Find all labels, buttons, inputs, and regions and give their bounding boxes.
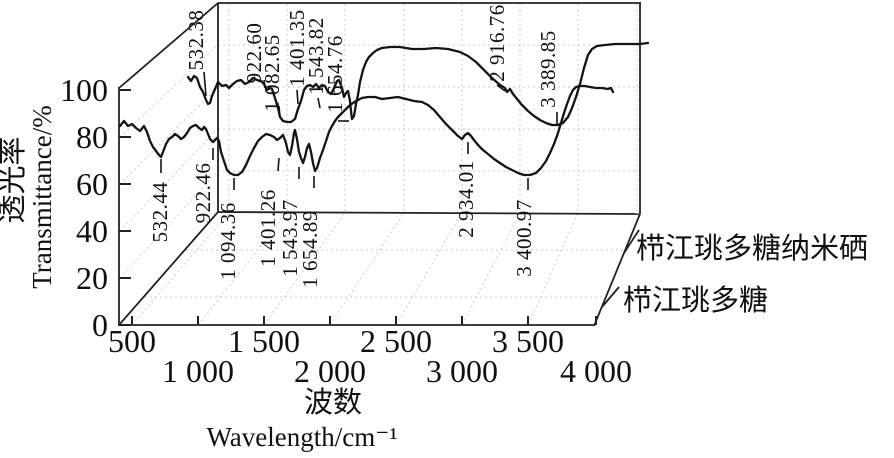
peak-label: 2 916.76: [485, 4, 509, 82]
y-tick-label: 20: [76, 260, 108, 296]
peak-label: 1 543.97: [278, 199, 302, 277]
x-tick-label: 2 000: [294, 353, 366, 389]
grid-line: [461, 212, 521, 326]
series-label: 栉江珧多糖: [623, 284, 768, 317]
y-tick-label: 0: [92, 307, 108, 343]
peak-label: 532.38: [184, 10, 208, 71]
peak-label: 1 401.35: [285, 9, 309, 87]
peak-label: 3 389.85: [536, 30, 560, 108]
y-axis-title-zh: 透光率: [0, 136, 29, 223]
x-tick-label: 4 000: [560, 353, 632, 389]
x-axis-title-en: Wavelength/cm⁻¹: [206, 422, 397, 452]
spectrum-curve-栉江珧多糖纳米硒: [186, 41, 650, 127]
x-axis-title-zh: 波数: [304, 386, 362, 419]
peak-label: 3 400.97: [512, 199, 536, 277]
x-tick-label: 500: [108, 323, 156, 359]
grid-line: [395, 212, 463, 326]
peak-annotations: 532.44 922.461 094.36 1 401.261 543.971 65…: [148, 4, 560, 288]
depth-edge-top-left: [118, 2, 219, 89]
y-axis-title-en: Transmittance/%: [27, 105, 57, 288]
z-axis-line: [593, 213, 641, 327]
peak-label: 1 401.26: [256, 189, 280, 267]
peak-label: 1 654.76: [323, 35, 347, 113]
y-tick-label: 80: [76, 119, 108, 155]
peak-leader: [203, 71, 207, 97]
y-tick-label: 40: [76, 213, 108, 249]
grid-line: [527, 212, 579, 326]
grid-line: [119, 128, 219, 232]
x-tick-label: 3 500: [492, 323, 564, 359]
z-tick-series-2: [623, 229, 640, 254]
peak-label: 922.46: [191, 163, 215, 224]
back-panel-bottom-edge: [217, 211, 641, 215]
y-tick-label: 60: [76, 166, 108, 202]
peak-leader: [496, 84, 506, 92]
peak-label: 1 094.36: [216, 202, 240, 280]
peak-leader: [296, 89, 299, 105]
peak-leader: [278, 105, 281, 118]
spectra-curves: [118, 41, 650, 177]
peak-label: 532.44: [148, 182, 172, 243]
peak-leader: [317, 97, 321, 109]
x-tick-label: 2 500: [360, 323, 432, 359]
peak-label: 1 082.65: [260, 34, 284, 112]
x-tick-label: 3 000: [426, 353, 498, 389]
x-tick-label: 1 000: [162, 353, 234, 389]
peak-label: 1 654.89: [298, 210, 322, 288]
spectrum-curve-栉江珧多糖: [118, 84, 615, 177]
grid-line: [197, 212, 288, 326]
grid-lines: [119, 4, 640, 326]
grid-line: [119, 170, 219, 279]
peak-leader: [263, 79, 266, 89]
grid-line: [263, 212, 346, 326]
grid-line: [329, 212, 405, 326]
x-tick-label: 1 500: [228, 323, 300, 359]
series-label: 栉江珧多糖纳米硒: [636, 232, 868, 265]
depth-edge-bottom-left: [118, 211, 219, 326]
peak-label: 2 934.01: [454, 160, 478, 238]
peak-leader: [277, 157, 280, 172]
peak-label: 922.60: [242, 23, 266, 84]
axis-titles: 透光率 Transmittance/% 波数 Wavelength/cm⁻¹: [0, 105, 398, 452]
grid-line: [131, 212, 230, 326]
peak-label: 1 543.82: [304, 17, 328, 95]
y-tick-label: 100: [60, 72, 108, 108]
z-tick-series-1: [601, 286, 620, 308]
